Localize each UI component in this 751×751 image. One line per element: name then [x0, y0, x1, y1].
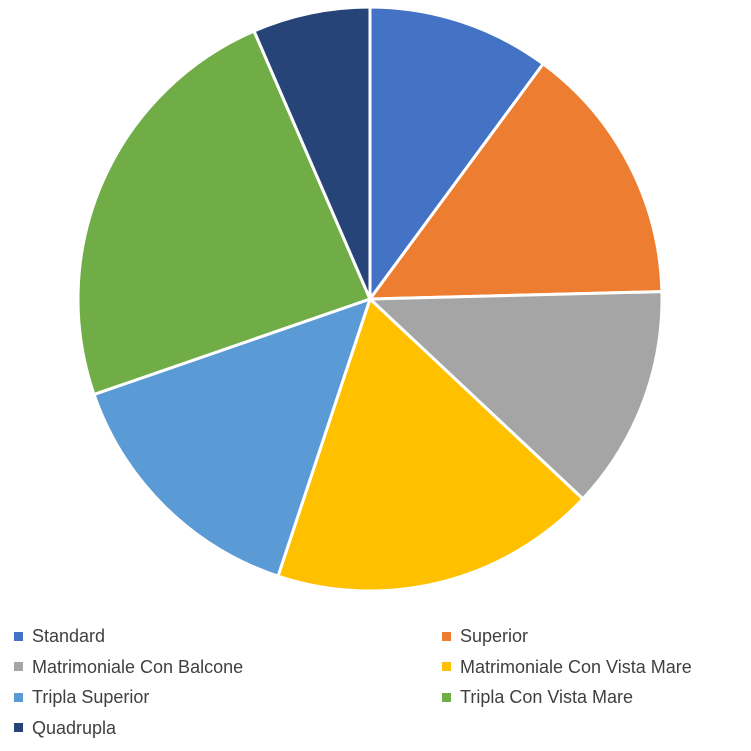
legend-item-matrimoniale-con-vista-mare: Matrimoniale Con Vista Mare [442, 655, 692, 679]
legend-label-tripla-con-vista-mare: Tripla Con Vista Mare [460, 687, 634, 707]
legend-swatch-standard [14, 631, 23, 641]
legend-item-quadrupla: Quadrupla [14, 716, 116, 740]
legend-label-superior: Superior [460, 626, 529, 646]
chart-legend: Standard Superior Matrimoniale Con Balcone… [14, 624, 751, 748]
legend-label-matrimoniale-con-balcone: Matrimoniale Con Balcone [32, 656, 244, 677]
legend-swatch-matrimoniale-con-balcone [14, 662, 23, 671]
pie-slice-matrimoniale-con-vista-mare [276, 297, 585, 593]
legend-swatch-superior [442, 631, 451, 641]
legend-item-tripla-con-vista-mare: Tripla Con Vista Mare [442, 685, 633, 709]
pie-slice-tripla-superior [92, 297, 372, 578]
legend-label-quadrupla: Quadrupla [32, 717, 117, 738]
pie-slice-quadrupla [252, 5, 372, 301]
pie-slice-superior [368, 62, 664, 301]
legend-label-standard: Standard [32, 626, 106, 646]
legend-label-matrimoniale-con-vista-mare: Matrimoniale Con Vista Mare [460, 656, 692, 677]
legend-item-matrimoniale-con-balcone: Matrimoniale Con Balcone [14, 655, 243, 679]
pie-slice-matrimoniale-con-balcone [368, 290, 664, 501]
legend-item-superior: Superior [442, 624, 528, 648]
legend-swatch-quadrupla [14, 723, 23, 732]
legend-swatch-tripla-con-vista-mare [442, 692, 451, 702]
pie-slice-standard [368, 5, 545, 301]
legend-swatch-matrimoniale-con-vista-mare [442, 662, 451, 671]
legend-item-standard: Standard [14, 624, 105, 648]
legend-item-tripla-superior: Tripla Superior [14, 685, 149, 709]
legend-swatch-tripla-superior [14, 692, 23, 702]
pie-chart-plot [76, 5, 664, 593]
legend-label-tripla-superior: Tripla Superior [32, 687, 150, 707]
pie-slice-tripla-con-vista-mare [76, 29, 372, 396]
